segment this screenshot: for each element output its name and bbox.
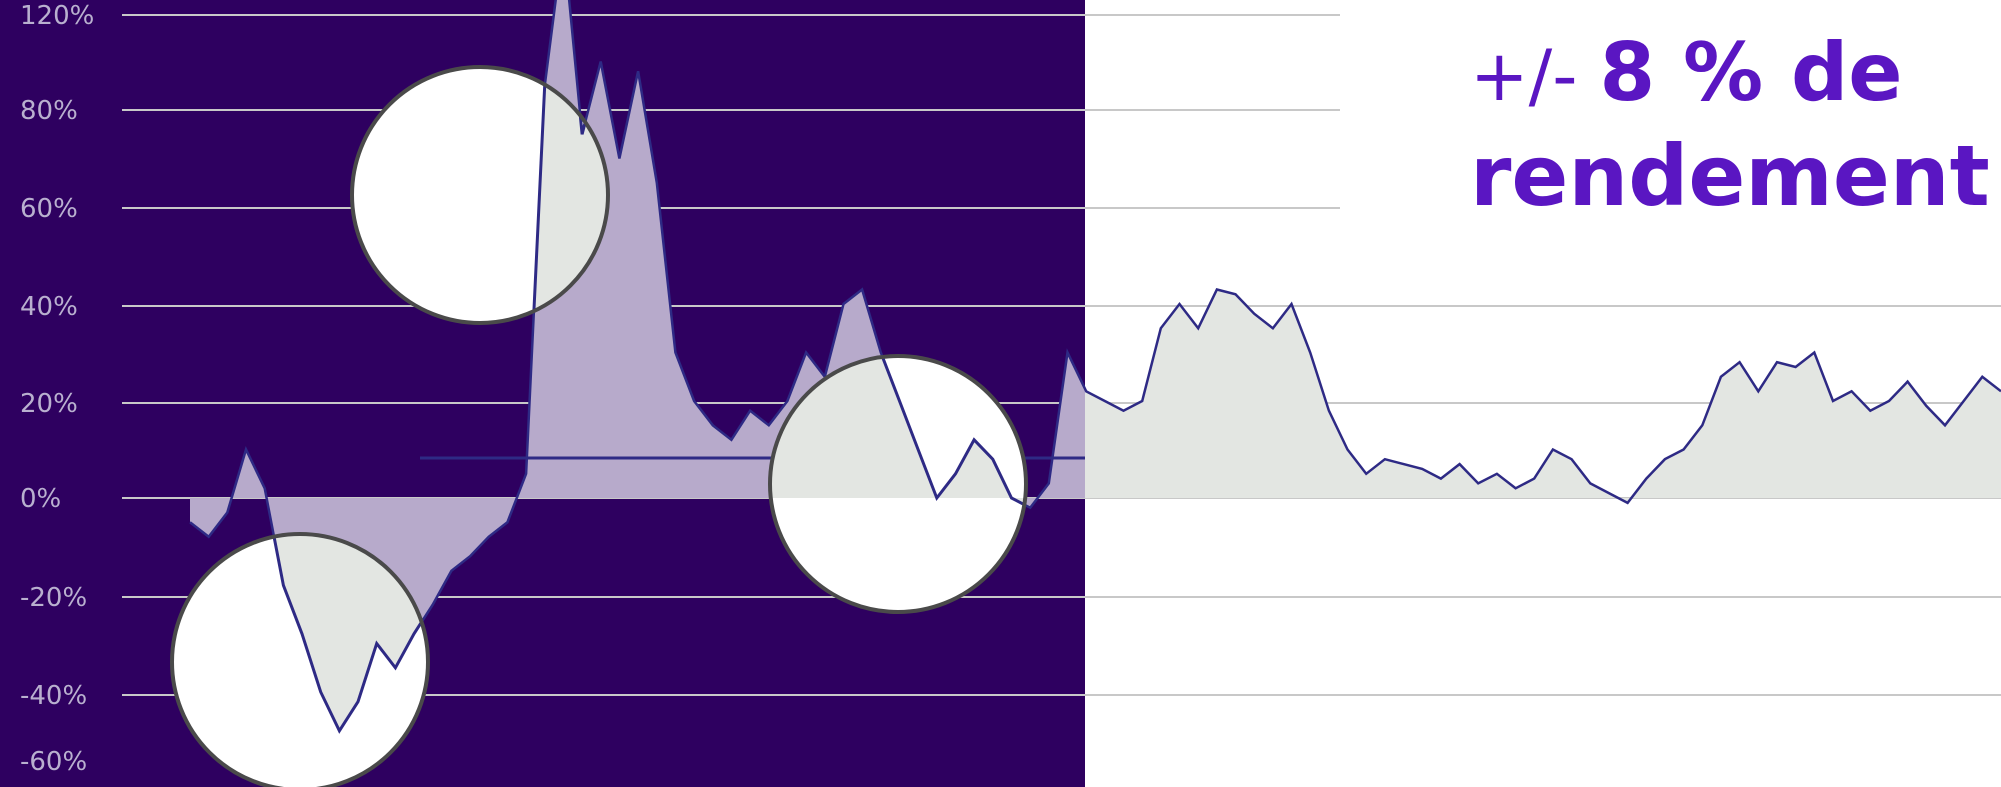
callout-circle [170, 532, 430, 787]
y-tick-label: 120% [20, 1, 94, 31]
y-tick-label: 0% [20, 484, 61, 514]
y-tick-label: 40% [20, 292, 78, 322]
area-fill-dark [190, 0, 1085, 731]
callout-circle [350, 65, 610, 325]
series-path [189, 0, 2001, 734]
callout-magnifiers [170, 65, 1028, 787]
headline-line1: +/- 8 % de [1470, 26, 1903, 119]
callout-circle [768, 354, 1028, 614]
y-tick-label: -60% [20, 747, 87, 777]
y-tick-label: -40% [20, 681, 87, 711]
headline-emphasis: 8 % de [1600, 26, 1903, 119]
y-tick-label: 20% [20, 389, 78, 419]
y-tick-label: -20% [20, 583, 87, 613]
y-tick-label: 80% [20, 96, 78, 126]
headline-prefix: +/- [1470, 35, 1578, 117]
y-tick-label: 60% [20, 194, 78, 224]
y-axis-ticks: 120% 80% 60% 40% 20% 0% -20% -40% -60% [20, 1, 94, 777]
headline-line2: rendement [1470, 127, 1990, 225]
series-area-dark [190, 0, 1085, 731]
